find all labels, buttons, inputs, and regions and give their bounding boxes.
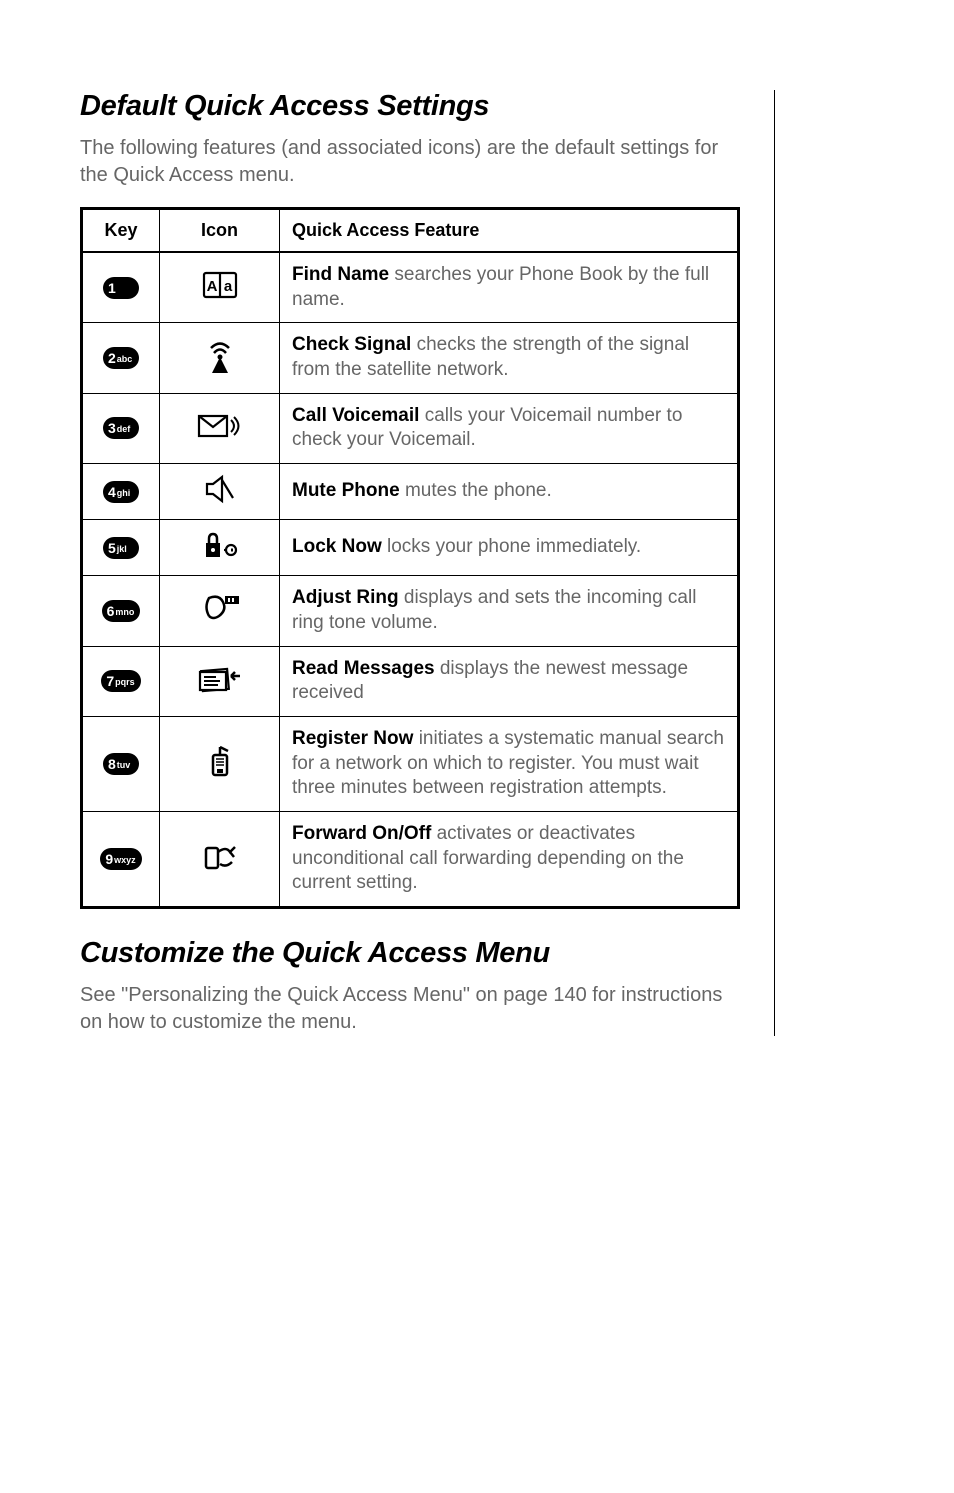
table-row: 6mno Adjust Ring displays and sets the in… — [82, 576, 739, 646]
table-row: 1 Aa Find Name searches your Phone Book by… — [82, 252, 739, 323]
feature-name: Forward On/Off — [292, 823, 431, 844]
lock-icon — [200, 547, 240, 564]
feature-cell: Forward On/Off activates or deactivates … — [280, 811, 739, 907]
section2-outro: See "Personalizing the Quick Access Menu… — [80, 982, 740, 1036]
key-cell: 3def — [82, 393, 160, 463]
icon-cell — [160, 464, 280, 520]
feature-cell: Read Messages displays the newest messag… — [280, 646, 739, 716]
feature-desc: locks your phone immediately. — [382, 536, 641, 557]
table-row: 9wxyz Forward On/Off activates or deactiv… — [82, 811, 739, 907]
table-row: 5jkl Lock Now locks your phone immediatel… — [82, 520, 739, 576]
keypad-key-icon: 4ghi — [103, 481, 139, 503]
signal-icon — [205, 360, 235, 377]
th-feature: Quick Access Feature — [280, 209, 739, 253]
table-row: 4ghi Mute Phone mutes the phone. — [82, 464, 739, 520]
section1-intro: The following features (and associated i… — [80, 135, 740, 189]
key-cell: 9wxyz — [82, 811, 160, 907]
keypad-key-icon: 5jkl — [103, 537, 139, 559]
keypad-key-icon: 8tuv — [103, 753, 139, 775]
icon-cell — [160, 646, 280, 716]
keypad-key-icon: 2abc — [103, 347, 139, 369]
voicemail-icon — [197, 427, 243, 444]
feature-name: Check Signal — [292, 334, 411, 355]
keypad-key-icon: 3def — [103, 417, 139, 439]
keypad-key-icon: 7pqrs — [101, 670, 140, 692]
feature-cell: Call Voicemail calls your Voicemail numb… — [280, 393, 739, 463]
feature-name: Adjust Ring — [292, 587, 399, 608]
key-cell: 8tuv — [82, 716, 160, 811]
feature-desc: mutes the phone. — [400, 480, 552, 501]
icon-cell — [160, 520, 280, 576]
feature-cell: Check Signal checks the strength of the … — [280, 323, 739, 393]
key-cell: 6mno — [82, 576, 160, 646]
feature-cell: Mute Phone mutes the phone. — [280, 464, 739, 520]
ring-icon — [199, 611, 241, 628]
keypad-key-icon: 9wxyz — [100, 848, 141, 870]
section1-heading: Default Quick Access Settings — [80, 90, 740, 123]
register-icon — [205, 766, 235, 783]
messages-icon — [198, 681, 242, 698]
svg-text:a: a — [223, 278, 232, 295]
feature-cell: Lock Now locks your phone immediately. — [280, 520, 739, 576]
th-key: Key — [82, 209, 160, 253]
feature-name: Register Now — [292, 728, 413, 749]
feature-name: Find Name — [292, 264, 389, 285]
feature-cell: Register Now initiates a systematic manu… — [280, 716, 739, 811]
feature-name: Lock Now — [292, 536, 382, 557]
quick-access-table: Key Icon Quick Access Feature 1 Aa Find Na… — [80, 207, 740, 909]
right-divider — [774, 90, 775, 1036]
keypad-key-icon: 1 — [103, 277, 139, 299]
svg-text:A: A — [206, 278, 217, 295]
icon-cell — [160, 576, 280, 646]
th-icon: Icon — [160, 209, 280, 253]
mute-icon — [203, 491, 237, 508]
icon-cell — [160, 811, 280, 907]
feature-cell: Find Name searches your Phone Book by th… — [280, 252, 739, 323]
key-cell: 2abc — [82, 323, 160, 393]
table-row: 7pqrs Read Messages displays the newest m… — [82, 646, 739, 716]
key-cell: 4ghi — [82, 464, 160, 520]
table-row: 8tuv Register Now initiates a systematic … — [82, 716, 739, 811]
key-cell: 5jkl — [82, 520, 160, 576]
icon-cell — [160, 393, 280, 463]
keypad-key-icon: 6mno — [102, 600, 141, 622]
table-row: 3def Call Voicemail calls your Voicemail … — [82, 393, 739, 463]
feature-cell: Adjust Ring displays and sets the incomi… — [280, 576, 739, 646]
key-cell: 7pqrs — [82, 646, 160, 716]
phonebook-icon: Aa — [202, 286, 238, 303]
feature-name: Mute Phone — [292, 480, 400, 501]
icon-cell — [160, 716, 280, 811]
key-cell: 1 — [82, 252, 160, 323]
feature-name: Read Messages — [292, 658, 435, 679]
table-row: 2abc Check Signal checks the strength of … — [82, 323, 739, 393]
section2-heading: Customize the Quick Access Menu — [80, 937, 740, 970]
icon-cell: Aa — [160, 252, 280, 323]
icon-cell — [160, 323, 280, 393]
feature-name: Call Voicemail — [292, 405, 419, 426]
forward-icon — [202, 859, 238, 876]
